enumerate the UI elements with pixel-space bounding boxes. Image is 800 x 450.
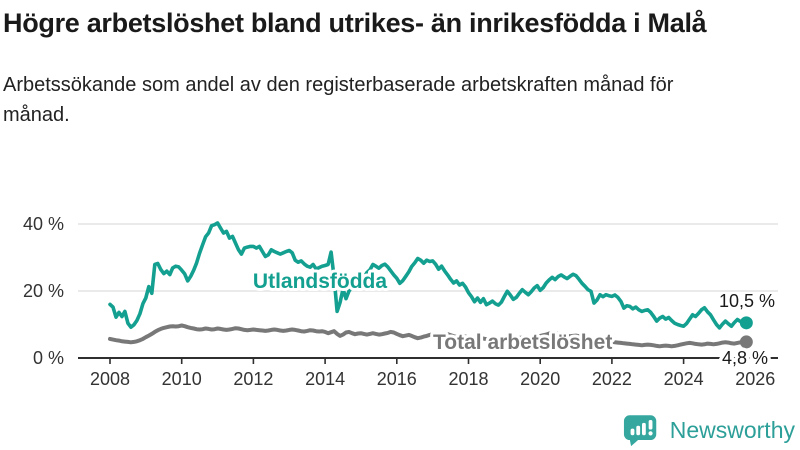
series-line-total [108, 323, 749, 349]
x-tick-label: 2008 [90, 369, 130, 389]
x-tick-label: 2012 [233, 369, 273, 389]
series-end-label: 10,5 % [719, 291, 775, 311]
unemployment-line-chart: 0 % 20 % 40 % 2008 2010 2012 2014 2016 2018 2020… [23, 214, 778, 389]
page-subtitle: Arbetssökande som andel av den registerb… [3, 74, 674, 126]
series-end-dot [739, 316, 753, 330]
x-tick-label: 2020 [520, 369, 560, 389]
grid-layer: 0 % 20 % 40 % [23, 214, 778, 368]
series-label: Utlandsfödda [253, 270, 387, 293]
series-end-dot [739, 335, 753, 349]
page-title: Högre arbetslöshet bland utrikes- än inr… [3, 8, 707, 38]
annotation-layer: 4,8 % 10,5 % [719, 291, 776, 372]
x-tick-label: 2014 [305, 369, 345, 389]
y-tick-label: 20 % [23, 281, 64, 301]
series-layer: Total arbetslöshet Utlandsfödda [108, 221, 749, 357]
x-tick-label: 2018 [448, 369, 488, 389]
series-end-label: 4,8 % [722, 348, 768, 368]
x-tick-label: 2010 [162, 369, 202, 389]
y-tick-label: 0 % [33, 348, 64, 368]
y-tick-label: 40 % [23, 214, 64, 234]
bar-chart-bubble-icon [623, 415, 656, 447]
series-line-utlandsfodda [108, 221, 749, 330]
x-tick-label: 2016 [377, 369, 417, 389]
brand-name: Newsworthy [669, 417, 795, 443]
x-tick-label: 2026 [735, 369, 775, 389]
x-axis: 2008 2010 2012 2014 2016 2018 2020 2022 2024 2026 [78, 357, 778, 389]
x-tick-label: 2022 [592, 369, 632, 389]
newsworthy-logo: Newsworthy [623, 414, 795, 447]
x-tick-label: 2024 [664, 369, 704, 389]
series-label: Total arbetslöshet [433, 331, 612, 354]
